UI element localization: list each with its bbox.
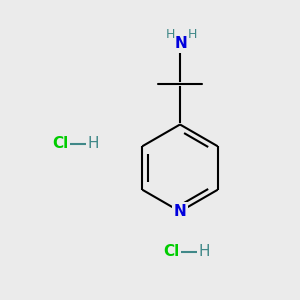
Text: Cl: Cl <box>52 136 68 152</box>
Text: H: H <box>188 28 198 41</box>
Text: H: H <box>199 244 210 260</box>
Text: H: H <box>165 28 175 41</box>
Text: N: N <box>174 204 186 219</box>
Text: N: N <box>175 36 188 51</box>
Text: Cl: Cl <box>163 244 179 260</box>
Text: H: H <box>88 136 99 152</box>
